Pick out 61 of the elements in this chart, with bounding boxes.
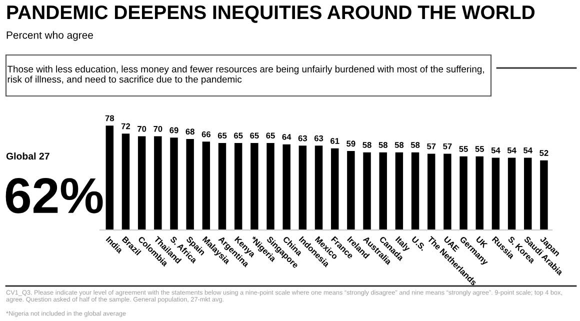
chart-title: PANDEMIC DEEPENS INEQUITIES AROUND THE WORLD [7, 5, 535, 23]
text: Those with less education, less money and fewer resources are being unfairly burdened with most of the suffering, risk of illness, and need to sacrifice due to the pandemic [7, 66, 484, 84]
data-label: 65 [266, 132, 275, 139]
annotation: 62% [6, 178, 103, 214]
data-label: 61 [330, 138, 340, 144]
data-label: 55 [459, 146, 468, 152]
data-label: 63 [298, 135, 308, 142]
bar [428, 154, 436, 230]
data-label: 58 [410, 142, 420, 148]
bar [508, 158, 516, 230]
bar [250, 142, 258, 230]
data-label: 57 [443, 143, 452, 150]
data-label: 58 [378, 142, 388, 148]
bar [298, 146, 307, 230]
bar [379, 152, 387, 230]
data-label: 65 [218, 132, 227, 139]
bar [444, 154, 452, 230]
data-label: 58 [394, 142, 404, 148]
bar [524, 158, 532, 230]
data-label: 68 [186, 128, 194, 135]
bar [122, 134, 130, 230]
data-label: 59 [346, 140, 356, 147]
data-label: 65 [250, 132, 259, 139]
data-label: 65 [234, 132, 243, 139]
data-label: 64 [282, 134, 292, 140]
data-label: 54 [523, 147, 532, 154]
bar [282, 144, 290, 230]
data-label: 66 [202, 131, 210, 138]
bar [218, 142, 226, 230]
bar [186, 138, 194, 230]
data-label: 70 [154, 126, 162, 132]
bar [395, 152, 404, 230]
data-label: 63 [314, 135, 324, 142]
bar [106, 126, 114, 230]
bar [330, 148, 339, 230]
bar [202, 142, 210, 230]
data-label: 58 [362, 142, 372, 148]
data-label: 70 [138, 126, 146, 132]
bar [138, 136, 146, 230]
data-label: 52 [540, 150, 548, 156]
chart-subtitle: Percent who agree [6, 31, 93, 41]
data-label: 57 [426, 143, 436, 150]
bar [170, 138, 178, 230]
bar [234, 142, 242, 230]
bar [266, 142, 274, 230]
data-label: 72 [121, 123, 130, 130]
data-label: 54 [507, 147, 516, 154]
data-label: 69 [170, 127, 178, 134]
bar [460, 156, 468, 230]
text: Global 27 [6, 152, 50, 160]
bar [540, 160, 548, 230]
bar [347, 151, 355, 230]
bar [411, 152, 420, 230]
bar [314, 146, 323, 230]
data-label: 55 [475, 146, 484, 152]
data-label: 54 [491, 147, 500, 154]
bar [476, 156, 484, 230]
bar [492, 158, 500, 230]
data-label: 78 [105, 115, 114, 122]
bar [154, 136, 162, 230]
bar [363, 152, 371, 230]
